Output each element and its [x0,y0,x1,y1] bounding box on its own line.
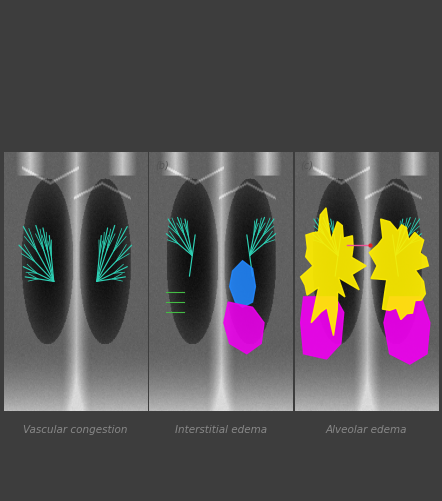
Polygon shape [384,297,430,364]
Polygon shape [301,297,344,359]
Text: Alveolar edema: Alveolar edema [326,424,408,434]
Text: Interstitial edema: Interstitial edema [175,424,267,434]
Text: (c): (c) [301,160,313,170]
Text: Vascular congestion: Vascular congestion [23,424,128,434]
Text: (b): (b) [155,160,169,170]
Polygon shape [229,261,255,308]
Polygon shape [369,219,428,320]
Polygon shape [301,208,366,336]
Polygon shape [224,303,264,354]
